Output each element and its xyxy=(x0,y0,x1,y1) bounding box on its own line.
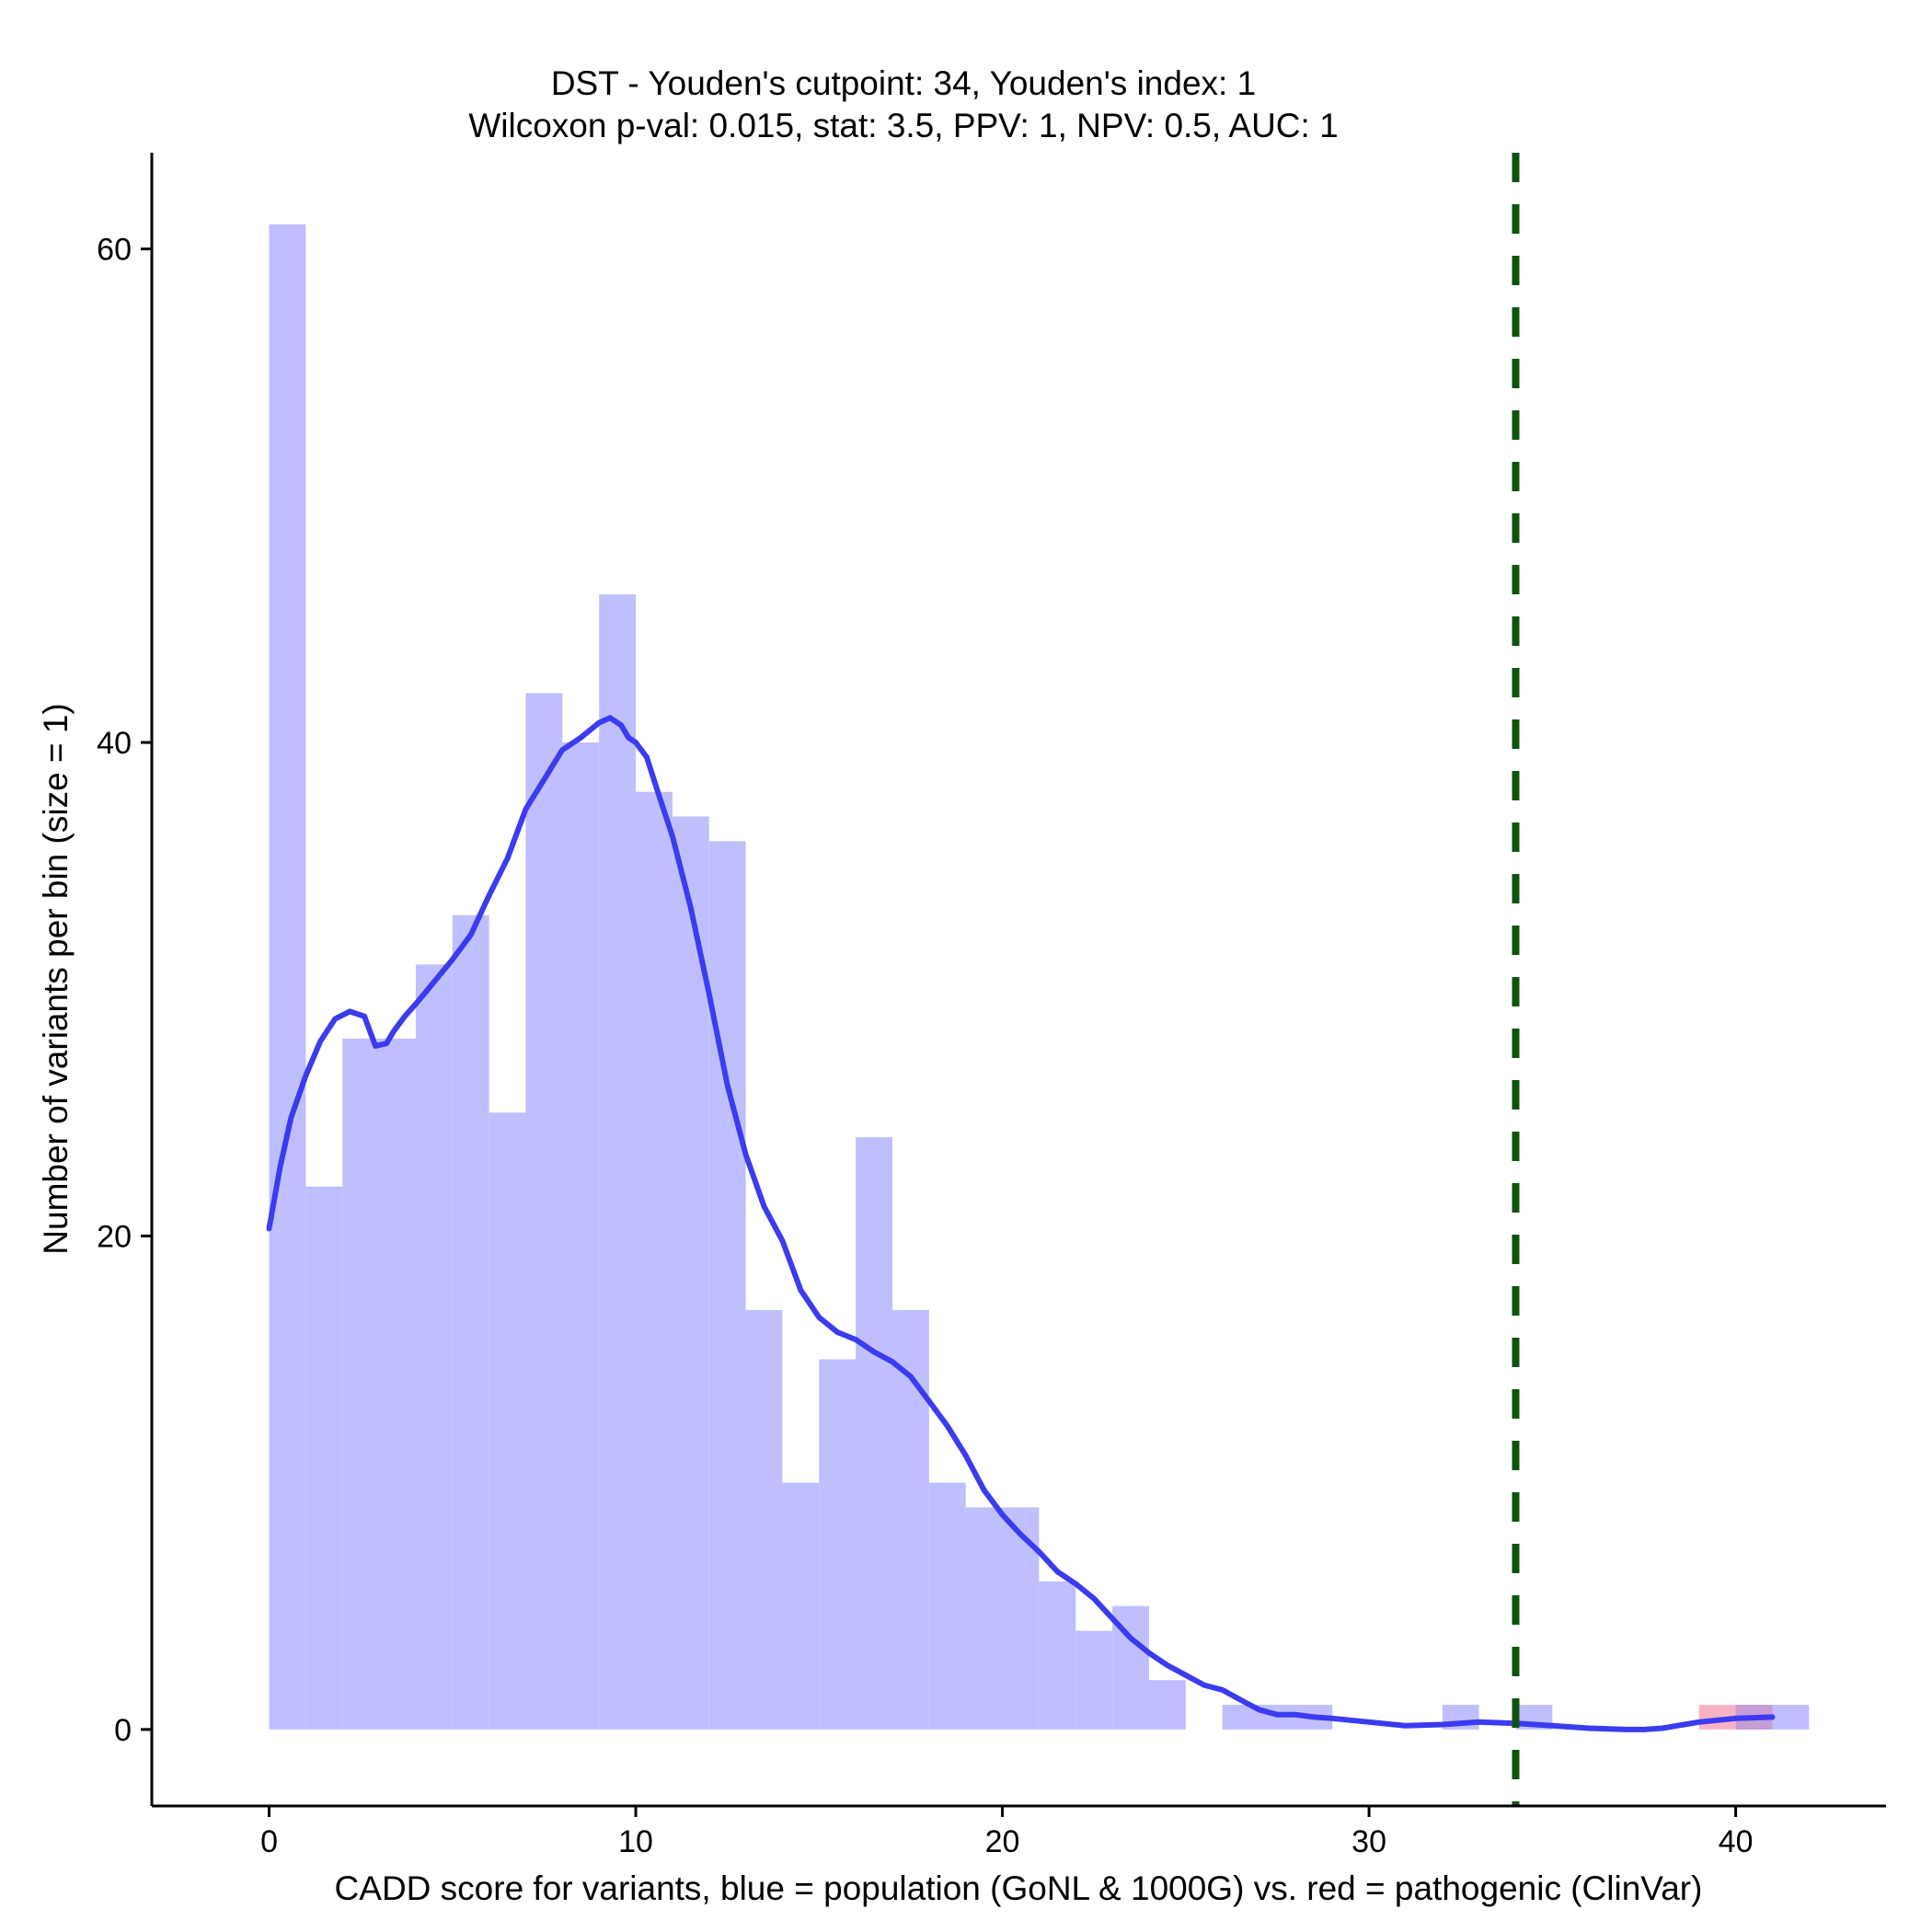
population-bar xyxy=(415,964,453,1730)
population-bar xyxy=(745,1309,783,1730)
x-tick-label: 10 xyxy=(618,1824,653,1859)
population-bar xyxy=(562,742,600,1730)
density-layer xyxy=(266,715,1776,1732)
x-axis-ticks: 0 10 20 30 40 xyxy=(260,1806,1754,1859)
x-tick-label: 30 xyxy=(1351,1824,1386,1859)
population-bars xyxy=(269,224,1810,1730)
y-tick-label: 0 xyxy=(114,1713,132,1748)
population-bar xyxy=(928,1482,966,1730)
x-tick-label: 0 xyxy=(260,1824,278,1859)
population-bar xyxy=(379,1038,416,1730)
population-bar xyxy=(1148,1680,1186,1730)
density-curve xyxy=(266,715,1776,1732)
population-bar xyxy=(525,693,563,1730)
population-bar xyxy=(819,1359,857,1730)
population-bar xyxy=(782,1482,820,1730)
population-bar xyxy=(1002,1507,1040,1730)
chart-title: DST - Youden's cutpoint: 34, Youden's in… xyxy=(551,64,1256,102)
population-bar xyxy=(856,1137,893,1730)
population-bar xyxy=(489,1112,526,1730)
population-bar xyxy=(708,841,746,1730)
population-bar xyxy=(305,1186,343,1730)
population-bar xyxy=(1039,1581,1076,1730)
y-tick-label: 60 xyxy=(97,233,132,268)
chart-subtitle: Wilcoxon p-val: 0.015, stat: 3.5, PPV: 1… xyxy=(468,107,1338,144)
population-bar xyxy=(892,1309,929,1730)
x-axis-title: CADD score for variants, blue = populati… xyxy=(335,1869,1703,1907)
population-bar xyxy=(1772,1705,1810,1730)
population-bar xyxy=(452,914,489,1730)
y-axis-ticks: 0 20 40 60 xyxy=(97,233,152,1748)
population-bar xyxy=(636,791,673,1730)
population-bar xyxy=(1075,1630,1113,1730)
y-tick-label: 20 xyxy=(97,1219,132,1254)
y-tick-label: 40 xyxy=(97,726,132,761)
y-axis-title: Number of variants per bin (size = 1) xyxy=(37,703,75,1254)
x-tick-label: 20 xyxy=(985,1824,1020,1859)
x-tick-label: 40 xyxy=(1719,1824,1754,1859)
population-bar xyxy=(599,594,637,1730)
population-bar xyxy=(672,816,709,1730)
population-bar xyxy=(269,224,306,1730)
population-bar xyxy=(342,1038,380,1730)
population-bar xyxy=(965,1507,1003,1730)
